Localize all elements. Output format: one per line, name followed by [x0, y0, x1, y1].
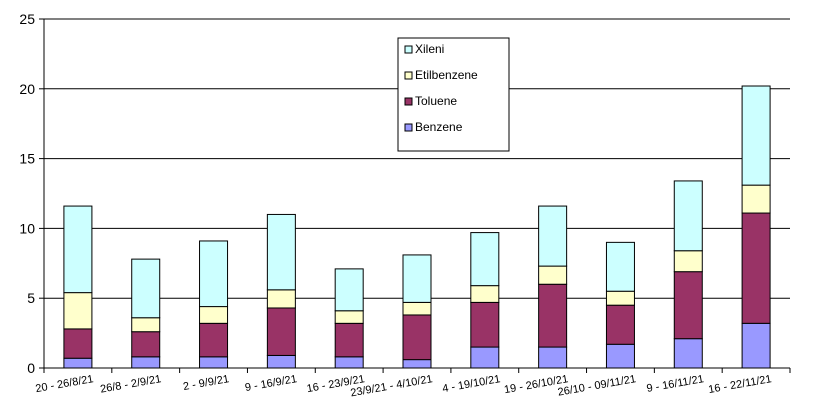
bar-segment-benzene [605, 343, 635, 369]
bar-segment-etilbenzene [266, 289, 296, 309]
x-tick-label: 26/10 - 09/11/21 [557, 373, 637, 399]
legend-box [397, 37, 510, 152]
legend-swatch-toluene [404, 97, 413, 106]
bar-segment-xileni [199, 240, 229, 308]
bar-segment-etilbenzene [741, 184, 771, 214]
x-tick-label: 4 - 19/10/21 [441, 373, 501, 395]
bar-segment-toluene [673, 271, 703, 340]
legend-label-toluene: Toluene [415, 94, 457, 108]
bar-segment-benzene [673, 338, 703, 369]
bar-segment-xileni [266, 213, 296, 291]
bar-segment-etilbenzene [605, 290, 635, 306]
x-tick-label: 26/8 - 2/9/21 [99, 373, 162, 396]
bar-segment-etilbenzene [470, 285, 500, 303]
bar-segment-toluene [131, 331, 161, 358]
y-tick-label: 5 [27, 290, 35, 306]
legend-label-xileni: Xileni [415, 42, 444, 56]
bar-segment-xileni [538, 205, 568, 267]
bar-segment-toluene [470, 301, 500, 348]
bar-segment-benzene [741, 322, 771, 369]
bar-segment-xileni [334, 268, 364, 312]
bar-segment-toluene [266, 307, 296, 356]
bar-segment-etilbenzene [131, 317, 161, 333]
x-tick-label: 2 - 9/9/21 [182, 373, 230, 393]
x-tick-label: 9 - 16/11/21 [646, 373, 705, 395]
legend-swatch-benzene [404, 123, 413, 132]
legend-swatch-etilbenzene [404, 71, 413, 80]
legend-label-benzene: Benzene [415, 120, 463, 134]
x-tick-label: 9 - 16/9/21 [244, 373, 298, 394]
bar-segment-xileni [741, 85, 771, 186]
bar-segment-toluene [538, 283, 568, 348]
legend-swatch-xileni [404, 45, 413, 54]
bar-segment-toluene [605, 304, 635, 345]
legend-label-etilbenzene: Etilbenzene [415, 68, 478, 82]
y-tick-label: 10 [19, 220, 35, 236]
y-tick-label: 25 [19, 11, 35, 27]
bar-segment-xileni [63, 205, 93, 294]
bar-segment-etilbenzene [673, 250, 703, 273]
x-axis: 20 - 26/8/21 26/8 - 2/9/21 2 - 9/9/21 9 - 1… [35, 367, 791, 399]
y-tick-label: 15 [19, 151, 35, 167]
bar-segment-toluene [402, 314, 432, 361]
y-tick-label: 20 [19, 81, 35, 97]
bar-segment-benzene [63, 357, 93, 369]
legend: Xileni Etilbenzene Toluene Benzene [397, 37, 510, 152]
bar-segment-xileni [402, 254, 432, 303]
bar-segment-benzene [470, 346, 500, 369]
bars-group [63, 85, 771, 369]
bar-segment-toluene [63, 328, 93, 359]
bar-segment-benzene [538, 346, 568, 369]
bar-segment-benzene [266, 354, 296, 369]
bar-segment-toluene [741, 212, 771, 324]
bar-segment-etilbenzene [63, 292, 93, 330]
bar-segment-toluene [199, 322, 229, 358]
bar-segment-benzene [199, 356, 229, 369]
bar-segment-xileni [673, 180, 703, 252]
bar-segment-etilbenzene [538, 265, 568, 285]
bar-segment-etilbenzene [402, 301, 432, 316]
y-axis: 0 5 10 15 20 25 [19, 11, 45, 376]
bar-segment-benzene [402, 359, 432, 369]
bar-segment-benzene [131, 356, 161, 369]
bar-segment-etilbenzene [334, 310, 364, 324]
x-tick-label: 16 - 22/11/21 [707, 373, 772, 396]
bar-segment-etilbenzene [199, 306, 229, 324]
x-tick-label: 20 - 26/8/21 [35, 373, 95, 395]
bar-segment-xileni [470, 232, 500, 287]
y-tick-label: 0 [27, 360, 35, 376]
bar-segment-benzene [334, 356, 364, 369]
bar-segment-xileni [131, 258, 161, 319]
bar-segment-toluene [334, 322, 364, 358]
bar-segment-xileni [605, 241, 635, 292]
